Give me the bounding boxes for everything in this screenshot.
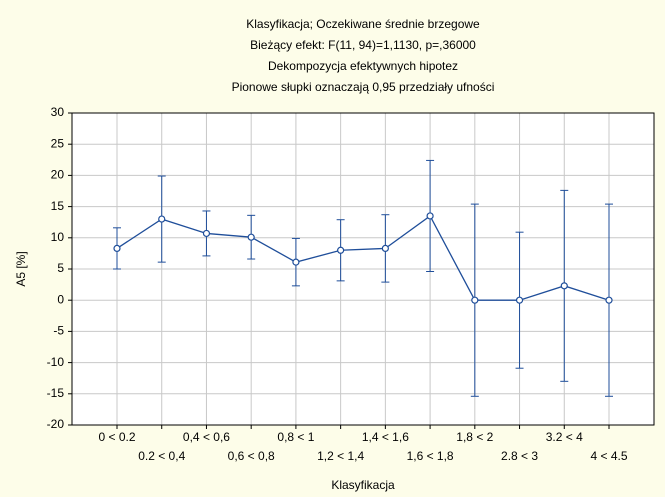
point	[471, 296, 479, 304]
point	[515, 296, 524, 304]
point	[605, 296, 613, 304]
point	[337, 246, 345, 254]
x-tick-label: 1,8 < 2	[456, 430, 493, 444]
y-tick-label: -20	[47, 417, 65, 431]
point	[247, 233, 255, 241]
x-tick-label: 3.2 < 4	[546, 430, 583, 444]
chart-title: Pionowe słupki oznaczają 0,95 przedziały…	[232, 80, 495, 94]
y-tick-label: 20	[51, 168, 65, 182]
y-tick-label: -10	[47, 355, 65, 369]
y-tick-label: 25	[51, 136, 65, 150]
y-axis-label: A5 [%]	[14, 251, 28, 286]
y-tick-label: -5	[53, 324, 64, 338]
x-tick-label: 0,8 < 1	[277, 430, 314, 444]
x-tick-label: 0,4 < 0,6	[183, 430, 230, 444]
x-axis-label: Klasyfikacja	[331, 478, 395, 492]
line	[116, 214, 610, 301]
y-tick-label: 30	[51, 105, 65, 119]
y-tick-label: 5	[57, 261, 64, 275]
point	[158, 215, 166, 223]
point	[381, 244, 389, 253]
y-tick-label: 10	[51, 230, 65, 244]
point	[292, 258, 300, 266]
chart-title: Bieżący efekt: F(11, 94)=1,1130, p=,3600…	[250, 38, 476, 52]
plot-frame	[71, 112, 655, 426]
y-tick-label: -15	[47, 386, 65, 400]
x-tick-label: 0 < 0.2	[98, 430, 135, 444]
y-tick-label: 0	[57, 292, 64, 306]
x-tick-label: 4 < 4.5	[590, 449, 627, 463]
x-tick-label: 0.2 < 0,4	[138, 449, 185, 463]
x-tick-label: 0,6 < 0,8	[228, 449, 275, 463]
x-tick-label: 1,6 < 1,8	[407, 449, 454, 463]
chart-title: Dekompozycja efektywnych hipotez	[268, 59, 458, 73]
x-tick-label: 1,2 < 1,4	[317, 449, 364, 463]
y-tick-label: 15	[51, 199, 65, 213]
x-tick-label: 1,4 < 1,6	[362, 430, 409, 444]
point	[426, 212, 434, 220]
point	[202, 229, 211, 238]
point	[560, 282, 568, 290]
x-tick-label: 2.8 < 3	[501, 449, 538, 463]
chart-title: Klasyfikacja; Oczekiwane średnie brzegow…	[246, 17, 480, 31]
point	[113, 244, 121, 253]
